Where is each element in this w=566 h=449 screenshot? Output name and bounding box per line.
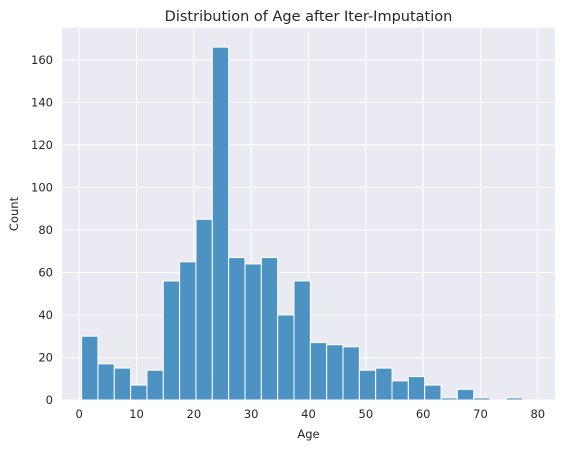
histogram-bar bbox=[326, 344, 344, 401]
histogram-bar bbox=[505, 397, 524, 401]
histogram-bar bbox=[244, 263, 262, 401]
histogram-bar bbox=[391, 380, 409, 401]
y-tick-label: 80 bbox=[38, 223, 53, 237]
y-tick-label: 100 bbox=[31, 180, 53, 194]
histogram-bar bbox=[440, 397, 458, 401]
y-tick-label: 120 bbox=[31, 138, 53, 152]
histogram-bar bbox=[358, 369, 377, 401]
histogram-bar bbox=[211, 46, 230, 401]
x-tick-label: 30 bbox=[244, 407, 259, 421]
y-tick-label: 0 bbox=[46, 393, 53, 407]
histogram-bar bbox=[260, 257, 279, 401]
histogram-bar bbox=[113, 367, 132, 401]
histogram-bar bbox=[97, 363, 115, 401]
histogram-bar bbox=[375, 367, 393, 401]
histogram-bar bbox=[277, 314, 295, 401]
histogram-bar bbox=[293, 280, 311, 401]
histogram-bar bbox=[309, 342, 328, 401]
y-tick-labels: 0 20 40 60 80 100 120 140 160 bbox=[31, 53, 53, 407]
x-tick-label: 50 bbox=[359, 407, 374, 421]
y-axis-label: Count bbox=[7, 196, 21, 231]
y-tick-label: 20 bbox=[38, 350, 53, 364]
x-tick-label: 70 bbox=[473, 407, 488, 421]
x-tick-labels: 0 10 20 30 40 50 60 70 80 bbox=[76, 407, 546, 421]
y-tick-label: 60 bbox=[38, 265, 53, 279]
histogram-bar bbox=[407, 376, 426, 401]
x-tick-label: 40 bbox=[301, 407, 316, 421]
histogram-bars bbox=[81, 46, 524, 401]
x-tick-label: 20 bbox=[187, 407, 202, 421]
histogram-bar bbox=[162, 280, 181, 401]
x-axis-label: Age bbox=[297, 427, 319, 441]
histogram-bar bbox=[146, 369, 164, 401]
histogram-bar bbox=[179, 261, 197, 401]
chart-title: Distribution of Age after Iter-Imputatio… bbox=[165, 9, 453, 25]
histogram-bar bbox=[473, 397, 491, 401]
x-tick-label: 0 bbox=[76, 407, 83, 421]
x-tick-label: 80 bbox=[530, 407, 545, 421]
y-tick-label: 160 bbox=[31, 53, 53, 67]
histogram-bar bbox=[81, 335, 99, 401]
histogram-bar bbox=[456, 388, 475, 401]
x-tick-label: 10 bbox=[129, 407, 144, 421]
y-tick-label: 40 bbox=[38, 308, 53, 322]
histogram-bar bbox=[342, 346, 360, 401]
y-tick-label: 140 bbox=[31, 95, 53, 109]
histogram-bar bbox=[130, 384, 148, 401]
x-tick-label: 60 bbox=[416, 407, 431, 421]
histogram-bar bbox=[228, 257, 246, 401]
histogram-bar bbox=[195, 218, 213, 401]
histogram-bar bbox=[424, 384, 442, 401]
